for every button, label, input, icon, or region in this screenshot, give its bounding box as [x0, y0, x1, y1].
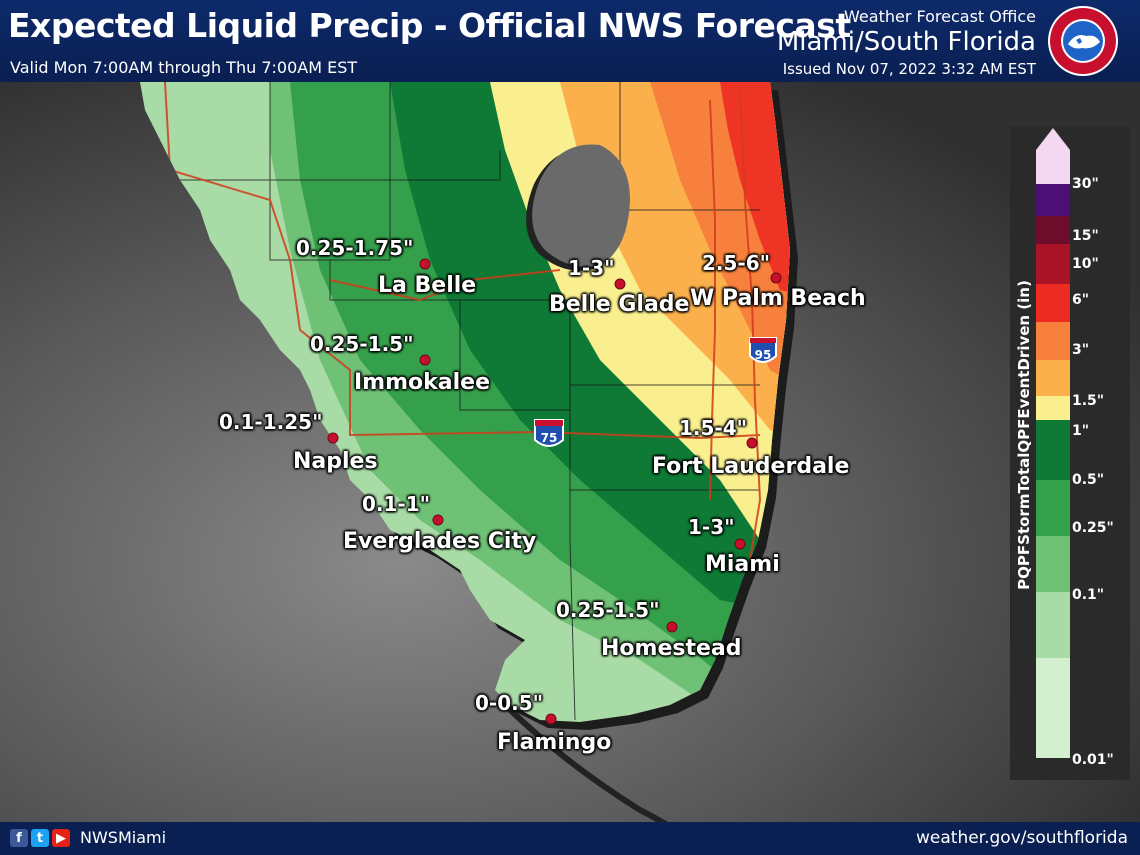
amount-everglades-city: 0.1-1" [362, 492, 431, 516]
city-dot-homestead [666, 621, 678, 633]
amount-belle-glade: 1-3" [568, 256, 615, 280]
amount-naples: 0.1-1.25" [219, 410, 323, 434]
city-dot-everglades-city [432, 514, 444, 526]
legend-color-bar [1036, 128, 1070, 758]
interstate-75-label: 75 [541, 431, 558, 445]
city-flamingo: Flamingo [497, 730, 612, 755]
city-w-palm-beach: W Palm Beach [690, 286, 866, 311]
legend-swatch-4 [1036, 284, 1070, 322]
city-dot-la-belle [419, 258, 431, 270]
legend-tick-label: 15" [1072, 228, 1099, 244]
legend-swatch-11 [1036, 592, 1070, 658]
legend-swatch-7 [1036, 396, 1070, 420]
city-naples: Naples [293, 449, 378, 474]
facebook-icon[interactable]: f [10, 829, 28, 847]
city-fort-lauderdale: Fort Lauderdale [652, 454, 850, 479]
legend-tick-label: 0.01" [1072, 752, 1114, 768]
legend-tick-label: 0.1" [1072, 587, 1105, 603]
valid-period: Valid Mon 7:00AM through Thu 7:00AM EST [10, 58, 358, 77]
social-links: f t ▶ [10, 829, 70, 847]
city-belle-glade: Belle Glade [549, 292, 690, 317]
city-dot-w-palm-beach [770, 272, 782, 284]
precip-map: 75 95 [0, 82, 1140, 822]
legend-swatch-6 [1036, 360, 1070, 396]
legend-tick-label: 0.5" [1072, 472, 1105, 488]
legend-swatch-10 [1036, 536, 1070, 592]
interstate-75-shield: 75 [534, 419, 564, 447]
legend-tick-label: 1" [1072, 423, 1090, 439]
city-dot-fort-lauderdale [746, 437, 758, 449]
amount-flamingo: 0-0.5" [475, 691, 544, 715]
legend-swatch-12 [1036, 658, 1070, 758]
youtube-icon[interactable]: ▶ [52, 829, 70, 847]
office-label: Weather Forecast Office [844, 7, 1036, 26]
amount-la-belle: 0.25-1.75" [296, 236, 414, 260]
header: Expected Liquid Precip - Official NWS Fo… [0, 0, 1140, 82]
twitter-icon[interactable]: t [31, 829, 49, 847]
amount-homestead: 0.25-1.5" [556, 598, 660, 622]
city-la-belle: La Belle [378, 273, 477, 298]
legend-title-text: PQPFStormTotalQPFEventDriven (in) [1015, 280, 1033, 590]
legend-title: PQPFStormTotalQPFEventDriven (in) [1009, 250, 1039, 620]
footer: f t ▶ NWSMiami weather.gov/southflorida [0, 822, 1140, 855]
city-miami: Miami [705, 552, 780, 577]
interstate-95-shield: 95 [749, 337, 777, 363]
website-link[interactable]: weather.gov/southflorida [916, 828, 1128, 848]
amount-w-palm-beach: 2.5-6" [702, 251, 771, 275]
interstate-95-label: 95 [755, 348, 772, 362]
city-dot-belle-glade [614, 278, 626, 290]
amount-immokalee: 0.25-1.5" [310, 332, 414, 356]
legend-tick-label: 0.25" [1072, 520, 1114, 536]
legend-swatch-3 [1036, 244, 1070, 284]
legend-swatch-2 [1036, 216, 1070, 244]
page-title: Expected Liquid Precip - Official NWS Fo… [8, 6, 851, 45]
legend-tick-label: 10" [1072, 256, 1099, 272]
city-dot-immokalee [419, 354, 431, 366]
legend-swatch-8 [1036, 420, 1070, 480]
legend-swatch-0 [1036, 150, 1070, 184]
city-dot-miami [734, 538, 746, 550]
legend-tick-label: 6" [1072, 292, 1090, 308]
legend-panel [1010, 126, 1130, 780]
city-dot-flamingo [545, 713, 557, 725]
legend-swatch-1 [1036, 184, 1070, 216]
legend-swatch-5 [1036, 322, 1070, 360]
legend-arrow [1036, 128, 1070, 150]
legend-swatch-9 [1036, 480, 1070, 536]
city-immokalee: Immokalee [354, 370, 491, 395]
amount-fort-lauderdale: 1.5-4" [679, 416, 748, 440]
social-handle[interactable]: NWSMiami [80, 828, 167, 847]
city-everglades-city: Everglades City [343, 529, 537, 554]
nws-logo [1048, 6, 1118, 76]
city-homestead: Homestead [601, 636, 742, 661]
amount-miami: 1-3" [688, 515, 735, 539]
legend-tick-label: 30" [1072, 176, 1099, 192]
office-name: Miami/South Florida [776, 27, 1036, 57]
city-dot-naples [327, 432, 339, 444]
issued-time: Issued Nov 07, 2022 3:32 AM EST [782, 60, 1036, 78]
legend-tick-label: 3" [1072, 342, 1090, 358]
legend-tick-label: 1.5" [1072, 393, 1105, 409]
